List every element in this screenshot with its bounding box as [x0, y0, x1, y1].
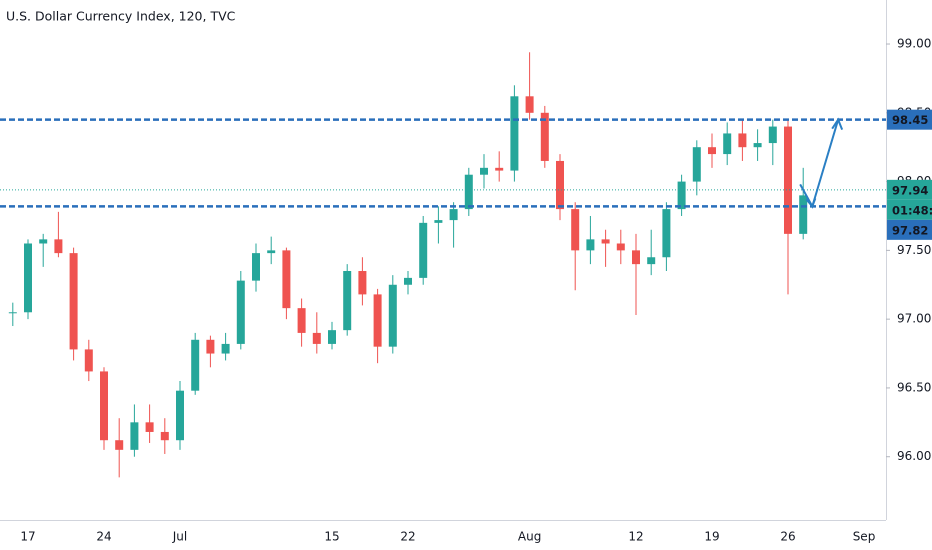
candle-body: [510, 96, 519, 171]
countdown-label: 01:48:17: [892, 203, 932, 217]
candle-body: [252, 253, 260, 281]
chart-title: U.S. Dollar Currency Index, 120, TVC: [6, 9, 236, 24]
candle-body: [784, 126, 792, 234]
countdown-box: [887, 199, 932, 220]
x-tick-label: 15: [324, 530, 339, 544]
x-tick-label: Aug: [518, 530, 541, 544]
candle-body: [373, 294, 382, 347]
candle-body: [145, 422, 154, 432]
candle-body: [525, 96, 534, 113]
level-box: [887, 109, 932, 130]
x-tick-label: 26: [780, 530, 795, 544]
y-tick-label: 97.50: [897, 243, 931, 257]
candle-body: [236, 280, 245, 344]
candle-body: [434, 220, 443, 223]
x-tick-label: 22: [400, 530, 415, 544]
candle-body: [768, 126, 777, 144]
candle-body: [206, 339, 215, 354]
candle-body: [343, 271, 352, 331]
candle-body: [388, 284, 397, 347]
level-label: 98.45: [892, 113, 928, 127]
candle-body: [115, 440, 124, 450]
candle-body: [39, 239, 48, 244]
y-tick-label: 99.00: [897, 37, 931, 51]
candle-body: [130, 422, 139, 450]
candle-body: [8, 312, 17, 314]
candle-body: [54, 239, 63, 254]
candle-body: [647, 257, 656, 265]
x-tick-label: 17: [20, 530, 35, 544]
candle-body: [358, 271, 367, 295]
candle-body: [738, 133, 747, 148]
candle-body: [540, 112, 549, 161]
candle-body: [160, 431, 169, 441]
candle-body: [297, 308, 306, 333]
candle-body: [24, 243, 32, 313]
x-tick-label: 24: [96, 530, 111, 544]
candle-body: [100, 371, 108, 441]
candle-body: [328, 330, 336, 344]
candle-body: [677, 181, 686, 210]
arrow-head: [805, 197, 817, 209]
candle-body: [419, 222, 428, 278]
last-price-label: 97.94: [892, 183, 928, 197]
last-price-box: [887, 179, 932, 200]
candle-body: [221, 343, 230, 354]
candle-body: [495, 167, 504, 171]
candle-body: [632, 250, 640, 265]
x-tick-label: 12: [628, 530, 643, 544]
candle-body: [176, 390, 184, 441]
candle-body: [464, 174, 473, 210]
candle-body: [616, 243, 625, 251]
candle-body: [480, 167, 488, 175]
candle-body: [708, 147, 716, 155]
level-box: [887, 219, 932, 240]
candle-body: [753, 143, 762, 148]
candle-body: [556, 160, 564, 210]
candle-body: [799, 195, 808, 234]
candle-body: [571, 209, 580, 251]
x-tick-label: Jul: [172, 530, 187, 544]
y-tick-label: 97.00: [897, 312, 931, 326]
candle-body: [312, 332, 321, 344]
level-label: 97.82: [892, 223, 928, 237]
y-tick-label: 96.50: [897, 380, 931, 394]
x-tick-label: 19: [704, 530, 719, 544]
y-tick-label: 96.00: [897, 449, 931, 463]
candle-body: [69, 253, 78, 350]
candle-body: [267, 250, 276, 254]
candle-body: [191, 339, 200, 391]
candle-body: [692, 147, 701, 182]
candle-body: [586, 239, 595, 251]
candle-body: [449, 209, 458, 221]
candle-body: [723, 133, 732, 155]
candle-body: [84, 349, 93, 372]
x-tick-label: Sep: [853, 530, 876, 544]
arrow-head: [831, 117, 844, 131]
candle-body: [662, 209, 671, 258]
candle-body: [404, 277, 412, 285]
candle-body: [282, 250, 291, 309]
candle-body: [601, 239, 610, 244]
